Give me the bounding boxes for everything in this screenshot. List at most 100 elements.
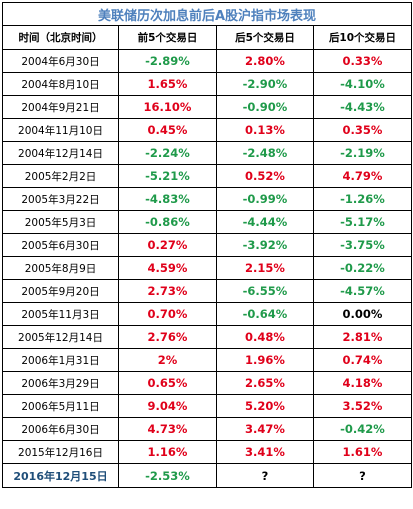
after10-cell: -4.57%: [313, 279, 412, 303]
after10-cell: 4.79%: [313, 164, 412, 188]
after5-cell: 0.52%: [216, 164, 314, 188]
after5-cell: -0.99%: [216, 187, 314, 211]
after10-cell: 0.35%: [313, 118, 412, 142]
date-cell: 2004年12月14日: [2, 141, 119, 165]
date-cell: 2005年3月22日: [2, 187, 119, 211]
table-row: 2006年6月30日 4.73% 3.47% -0.42%: [2, 417, 412, 441]
table-row: 2004年6月30日 -2.89% 2.80% 0.33%: [2, 49, 412, 73]
table-row: 2005年9月20日 2.73% -6.55% -4.57%: [2, 279, 412, 303]
before5-cell: -0.86%: [118, 210, 217, 234]
before5-cell: 2.76%: [118, 325, 217, 349]
after10-cell: -0.42%: [313, 417, 412, 441]
header-after10: 后10个交易日: [313, 25, 412, 50]
before5-cell: -2.53%: [118, 463, 217, 488]
after5-cell: -2.48%: [216, 141, 314, 165]
before5-cell: 0.70%: [118, 302, 217, 326]
date-cell: 2005年12月14日: [2, 325, 119, 349]
before5-cell: 1.16%: [118, 440, 217, 464]
table-row: 2005年8月9日 4.59% 2.15% -0.22%: [2, 256, 412, 280]
before5-cell: -4.83%: [118, 187, 217, 211]
table-row: 2006年1月31日 2% 1.96% 0.74%: [2, 348, 412, 372]
date-cell: 2005年5月3日: [2, 210, 119, 234]
table-row: 2005年5月3日 -0.86% -4.44% -5.17%: [2, 210, 412, 234]
after5-cell: 2.80%: [216, 49, 314, 73]
after5-cell: 0.13%: [216, 118, 314, 142]
after10-cell: ?: [313, 463, 412, 488]
date-cell: 2004年9月21日: [2, 95, 119, 119]
table-row: 2004年9月21日 16.10% -0.90% -4.43%: [2, 95, 412, 119]
before5-cell: 1.65%: [118, 72, 217, 96]
after10-cell: -4.10%: [313, 72, 412, 96]
after5-cell: 3.41%: [216, 440, 314, 464]
after5-cell: -0.64%: [216, 302, 314, 326]
after10-cell: -3.75%: [313, 233, 412, 257]
before5-cell: -5.21%: [118, 164, 217, 188]
table-row: 2004年12月14日 -2.24% -2.48% -2.19%: [2, 141, 412, 165]
table-row-latest: 2016年12月15日 -2.53%??: [2, 463, 412, 488]
date-cell: 2004年6月30日: [2, 49, 119, 73]
after10-cell: 1.61%: [313, 440, 412, 464]
after5-cell: 2.15%: [216, 256, 314, 280]
after5-cell: 2.65%: [216, 371, 314, 395]
date-cell: 2016年12月15日: [2, 463, 119, 488]
before5-cell: 16.10%: [118, 95, 217, 119]
date-cell: 2004年11月10日: [2, 118, 119, 142]
table-title: 美联储历次加息前后A股沪指市场表现: [2, 2, 412, 26]
after10-cell: -4.43%: [313, 95, 412, 119]
after5-cell: -0.90%: [216, 95, 314, 119]
date-cell: 2005年9月20日: [2, 279, 119, 303]
before5-cell: 4.59%: [118, 256, 217, 280]
table-body: 2004年6月30日 -2.89% 2.80% 0.33% 2004年8月10日 1.65…: [2, 49, 412, 488]
table-row: 2005年12月14日 2.76% 0.48% 2.81%: [2, 325, 412, 349]
before5-cell: 0.45%: [118, 118, 217, 142]
before5-cell: -2.89%: [118, 49, 217, 73]
rate-hike-table: 美联储历次加息前后A股沪指市场表现 时间（北京时间） 前5个交易日 后5个交易日…: [2, 2, 412, 488]
header-date: 时间（北京时间）: [2, 25, 119, 50]
date-cell: 2005年6月30日: [2, 233, 119, 257]
table-row: 2005年6月30日 0.27% -3.92% -3.75%: [2, 233, 412, 257]
after10-cell: -0.22%: [313, 256, 412, 280]
after5-cell: -6.55%: [216, 279, 314, 303]
date-cell: 2015年12月16日: [2, 440, 119, 464]
after10-cell: 2.81%: [313, 325, 412, 349]
table-row: 2006年3月29日 0.65% 2.65% 4.18%: [2, 371, 412, 395]
date-cell: 2006年5月11日: [2, 394, 119, 418]
before5-cell: 2.73%: [118, 279, 217, 303]
header-row: 时间（北京时间） 前5个交易日 后5个交易日 后10个交易日: [2, 25, 412, 50]
date-cell: 2006年6月30日: [2, 417, 119, 441]
date-cell: 2005年8月9日: [2, 256, 119, 280]
table-row: 2004年11月10日 0.45% 0.13% 0.35%: [2, 118, 412, 142]
before5-cell: 0.27%: [118, 233, 217, 257]
after5-cell: -3.92%: [216, 233, 314, 257]
date-cell: 2005年2月2日: [2, 164, 119, 188]
header-before5: 前5个交易日: [118, 25, 217, 50]
after10-cell: 0.00%: [313, 302, 412, 326]
after5-cell: 3.47%: [216, 417, 314, 441]
after10-cell: -5.17%: [313, 210, 412, 234]
before5-cell: 9.04%: [118, 394, 217, 418]
after5-cell: ?: [216, 463, 314, 488]
table-row: 2005年2月2日 -5.21% 0.52% 4.79%: [2, 164, 412, 188]
after10-cell: 4.18%: [313, 371, 412, 395]
table-row: 2004年8月10日 1.65% -2.90% -4.10%: [2, 72, 412, 96]
before5-cell: 4.73%: [118, 417, 217, 441]
after10-cell: 3.52%: [313, 394, 412, 418]
table-row: 2006年5月11日 9.04% 5.20% 3.52%: [2, 394, 412, 418]
table-row: 2005年3月22日 -4.83% -0.99% -1.26%: [2, 187, 412, 211]
after5-cell: 1.96%: [216, 348, 314, 372]
date-cell: 2006年3月29日: [2, 371, 119, 395]
after5-cell: -4.44%: [216, 210, 314, 234]
table-row: 2015年12月16日 1.16% 3.41% 1.61%: [2, 440, 412, 464]
table-row: 2005年11月3日 0.70% -0.64% 0.00%: [2, 302, 412, 326]
date-cell: 2004年8月10日: [2, 72, 119, 96]
after5-cell: 5.20%: [216, 394, 314, 418]
after10-cell: 0.33%: [313, 49, 412, 73]
header-after5: 后5个交易日: [216, 25, 314, 50]
after10-cell: 0.74%: [313, 348, 412, 372]
date-cell: 2005年11月3日: [2, 302, 119, 326]
before5-cell: 2%: [118, 348, 217, 372]
after5-cell: -2.90%: [216, 72, 314, 96]
before5-cell: 0.65%: [118, 371, 217, 395]
after5-cell: 0.48%: [216, 325, 314, 349]
